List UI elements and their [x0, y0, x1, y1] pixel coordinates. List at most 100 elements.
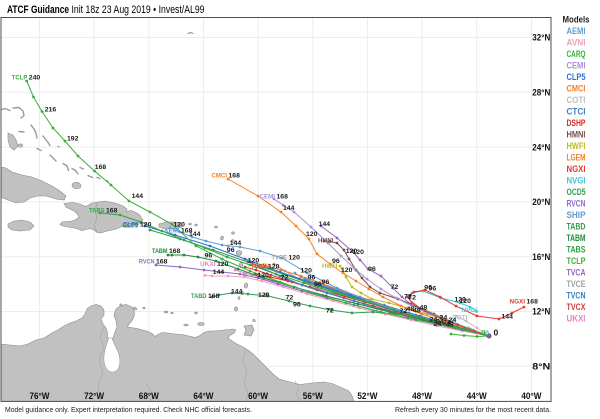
- svg-text:120: 120: [455, 297, 467, 304]
- svg-text:NGXI: NGXI: [567, 164, 586, 174]
- svg-text:40°W: 40°W: [521, 391, 541, 402]
- svg-text:120: 120: [353, 249, 365, 256]
- svg-text:Init 18z 23 Aug 2019 • Invest/: Init 18z 23 Aug 2019 • Invest/AL99: [72, 4, 205, 16]
- svg-text:TABD: TABD: [191, 293, 207, 300]
- svg-text:TVCX: TVCX: [251, 263, 267, 270]
- svg-text:96: 96: [205, 253, 213, 260]
- svg-text:96: 96: [293, 301, 301, 308]
- svg-text:CMCI: CMCI: [567, 84, 586, 94]
- svg-text:120: 120: [140, 222, 152, 229]
- svg-text:COTI: COTI: [567, 95, 586, 105]
- svg-text:AEMI: AEMI: [567, 26, 586, 36]
- svg-text:168: 168: [156, 259, 168, 266]
- svg-text:0: 0: [482, 330, 486, 337]
- svg-text:OCD5: OCD5: [567, 187, 586, 197]
- svg-text:144: 144: [502, 314, 514, 321]
- svg-text:144: 144: [283, 205, 295, 212]
- svg-text:24: 24: [434, 321, 442, 328]
- svg-text:TVCA: TVCA: [567, 268, 586, 278]
- svg-text:TABS: TABS: [89, 208, 105, 215]
- svg-text:96: 96: [308, 275, 316, 282]
- svg-text:CTCI: CTCI: [567, 107, 586, 117]
- svg-text:AVNI: AVNI: [567, 38, 586, 48]
- svg-text:216: 216: [45, 107, 57, 114]
- svg-text:72: 72: [391, 284, 399, 291]
- svg-text:48°W: 48°W: [412, 391, 432, 402]
- svg-text:68°W: 68°W: [139, 391, 159, 402]
- svg-text:TVCN: TVCN: [567, 291, 586, 301]
- svg-text:TABS: TABS: [567, 245, 586, 255]
- svg-text:TCLP: TCLP: [567, 256, 586, 266]
- svg-text:TABM: TABM: [567, 233, 586, 243]
- svg-text:CLP5: CLP5: [123, 222, 139, 229]
- svg-text:120: 120: [174, 221, 186, 228]
- svg-text:48: 48: [407, 306, 415, 313]
- svg-text:72: 72: [400, 308, 408, 315]
- svg-text:12°N: 12°N: [532, 307, 550, 318]
- svg-text:DSHP: DSHP: [567, 118, 586, 128]
- svg-text:120: 120: [258, 272, 270, 279]
- svg-text:72: 72: [286, 295, 294, 302]
- svg-text:LGEM: LGEM: [254, 263, 270, 270]
- svg-text:56°W: 56°W: [303, 391, 323, 402]
- svg-text:HWFI: HWFI: [322, 263, 338, 270]
- svg-text:168: 168: [95, 164, 107, 171]
- svg-text:0: 0: [485, 330, 489, 337]
- svg-text:24: 24: [436, 319, 444, 326]
- svg-text:168: 168: [277, 194, 289, 201]
- svg-text:NVGI: NVGI: [462, 307, 478, 314]
- svg-text:OCD5: OCD5: [123, 222, 139, 229]
- svg-text:RVCN: RVCN: [567, 199, 586, 209]
- svg-text:120: 120: [306, 231, 318, 238]
- svg-text:96: 96: [429, 286, 437, 293]
- svg-text:TVCE: TVCE: [567, 279, 586, 289]
- svg-text:72°W: 72°W: [84, 391, 104, 402]
- svg-text:CEMI: CEMI: [260, 194, 276, 201]
- svg-text:120: 120: [258, 292, 270, 299]
- svg-text:Refresh every 30 minutes for t: Refresh every 30 minutes for the most re…: [395, 405, 551, 414]
- svg-text:CMCI: CMCI: [212, 172, 228, 179]
- svg-text:HMNI: HMNI: [318, 238, 334, 245]
- svg-text:48: 48: [413, 308, 421, 315]
- svg-text:72: 72: [404, 293, 412, 300]
- svg-text:Model guidance only. Expert in: Model guidance only. Expert interpretati…: [5, 405, 252, 414]
- svg-text:72: 72: [326, 307, 334, 314]
- svg-text:24: 24: [440, 315, 448, 322]
- svg-text:120: 120: [248, 257, 260, 264]
- svg-text:HMNI: HMNI: [567, 130, 586, 140]
- svg-text:TABD: TABD: [567, 222, 586, 232]
- svg-text:24: 24: [449, 317, 457, 324]
- svg-text:RVCN: RVCN: [139, 259, 155, 266]
- svg-text:CLP5: CLP5: [567, 72, 586, 82]
- svg-text:32°N: 32°N: [532, 33, 550, 44]
- svg-text:120: 120: [346, 248, 358, 255]
- svg-text:96: 96: [314, 281, 322, 288]
- svg-text:96: 96: [368, 266, 376, 273]
- svg-text:ATCF Guidance: ATCF Guidance: [7, 4, 69, 16]
- svg-text:76°W: 76°W: [30, 391, 50, 402]
- svg-text:120: 120: [341, 267, 353, 274]
- svg-text:UKXI: UKXI: [567, 314, 586, 324]
- svg-text:168: 168: [106, 208, 118, 215]
- svg-text:LGEM: LGEM: [567, 153, 586, 163]
- svg-text:144: 144: [132, 193, 144, 200]
- svg-text:96: 96: [332, 258, 340, 265]
- svg-text:24°N: 24°N: [532, 142, 550, 153]
- svg-text:192: 192: [67, 136, 79, 143]
- svg-text:Models: Models: [563, 15, 590, 26]
- svg-text:144: 144: [319, 221, 331, 228]
- svg-text:168: 168: [527, 299, 539, 306]
- svg-text:0: 0: [494, 328, 499, 338]
- svg-text:48: 48: [446, 322, 454, 329]
- svg-text:168: 168: [181, 227, 193, 234]
- svg-text:20°N: 20°N: [532, 197, 550, 208]
- svg-text:72: 72: [281, 275, 289, 282]
- svg-text:24: 24: [430, 317, 438, 324]
- svg-text:144: 144: [189, 231, 201, 238]
- svg-text:CARQ: CARQ: [567, 49, 586, 59]
- svg-text:NVGI: NVGI: [567, 176, 586, 186]
- svg-text:28°N: 28°N: [532, 88, 550, 99]
- svg-text:16°N: 16°N: [532, 252, 550, 263]
- svg-text:144: 144: [230, 240, 242, 247]
- svg-text:TVCE: TVCE: [272, 255, 288, 262]
